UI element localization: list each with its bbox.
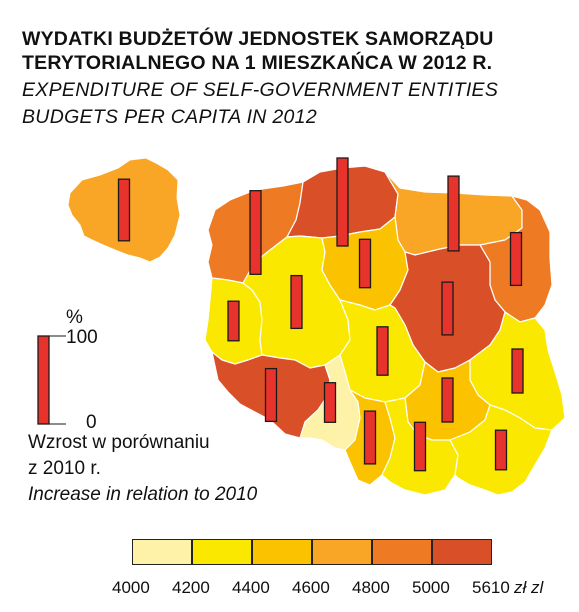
bar-lubelskie [511, 348, 524, 394]
bar-legend-text-pl-1: Wzrost w porównaniu [28, 432, 210, 453]
bar-opolskie [323, 382, 337, 423]
scale-tick-label: 4800 [352, 578, 390, 597]
title-pl-line1: WYDATKI BUDŻETÓW JEDNOSTEK SAMORZĄDU [22, 28, 494, 50]
bar-kujawsko-pomorskie [358, 238, 372, 289]
bar-lubuskie [227, 300, 240, 342]
bar-legend-text-en: Increase in relation to 2010 [28, 484, 258, 505]
bar-dolnoslaskie [264, 367, 278, 423]
scale-class-2 [252, 539, 312, 565]
scale-class-0 [132, 539, 192, 565]
bar-swietokrzyskie [441, 377, 454, 423]
scale-class-1 [192, 539, 252, 565]
bar-pomorskie [336, 157, 349, 247]
bar-slaskie [363, 410, 377, 465]
scale-class-3 [312, 539, 372, 565]
bar-malopolskie [413, 421, 427, 472]
title-pl-line2: TERYTORIALNEGO NA 1 MIESZKAŃCA W 2012 R. [22, 52, 493, 74]
scale-unit: zł zl [514, 578, 544, 597]
bar-legend-max: 100 [66, 327, 98, 348]
bar-zachodniopomorskie [249, 190, 262, 275]
scale-class-4 [372, 539, 432, 565]
title-en-line1: EXPENDITURE OF SELF-GOVERNMENT ENTITIES [22, 79, 499, 101]
bar-legend-unit: % [66, 307, 83, 328]
bar-inset-poland [117, 178, 131, 242]
bar-mazowieckie [441, 281, 454, 336]
bar-lodzkie [376, 326, 389, 376]
bar-warminsko-mazurskie [447, 175, 460, 252]
scale-tick-label: 4200 [172, 578, 210, 597]
scale-tick-label: 5000 [412, 578, 450, 597]
bar-legend-min: 0 [86, 412, 97, 433]
bar-podkarpackie [494, 429, 508, 471]
scale-tick-label: 5610 [472, 578, 510, 597]
bar-wielkopolskie [290, 274, 303, 330]
bar-legend-text-pl-2: z 2010 r. [28, 458, 101, 479]
scale-tick-label: 4400 [232, 578, 270, 597]
title-en-line2: BUDGETS PER CAPITA IN 2012 [22, 106, 317, 128]
bar-legend-sample [37, 335, 50, 425]
scale-class-5 [432, 539, 492, 565]
bar-podlaskie [509, 231, 523, 287]
scale-tick-label: 4000 [112, 578, 150, 597]
scale-tick-label: 4600 [292, 578, 330, 597]
